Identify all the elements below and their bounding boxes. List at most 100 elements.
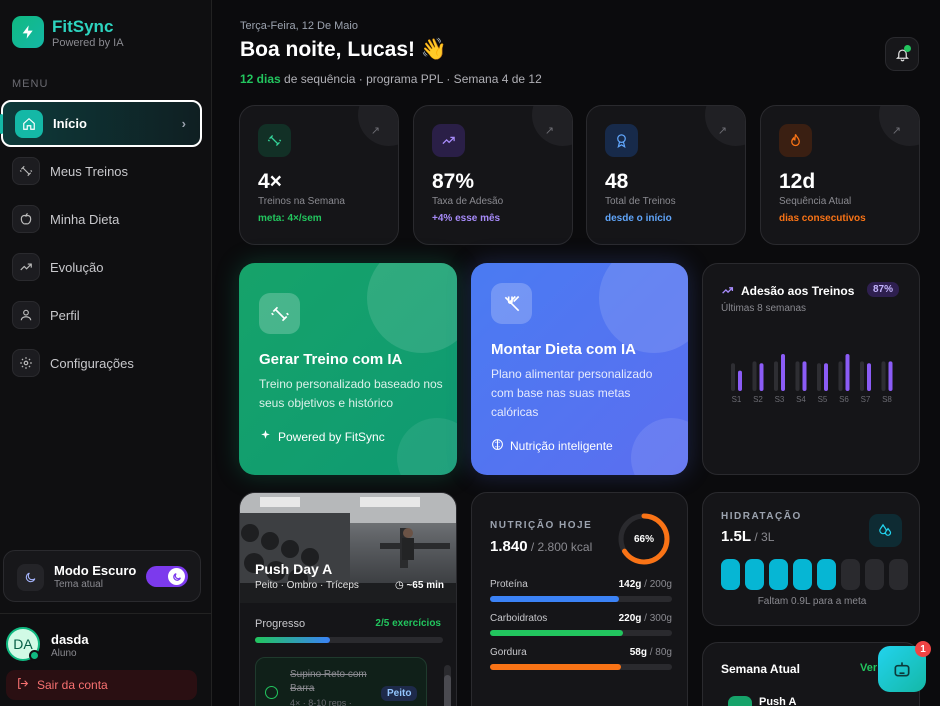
hydration-amount: 1.5L [721, 528, 752, 545]
sidebar-item-meus-treinos[interactable]: Meus Treinos [0, 147, 212, 195]
water-cup[interactable] [769, 559, 788, 590]
scrollbar[interactable] [444, 665, 451, 706]
ai-workout-title: Gerar Treino com IA [259, 351, 403, 368]
chart-bar [817, 363, 821, 391]
logout-button[interactable]: Sair da conta [6, 670, 197, 700]
trend-icon [432, 124, 465, 157]
hydration-card[interactable]: HIDRATAÇÃO 1.5L / 3L Faltam 0.9L para a … [702, 492, 920, 626]
dumbbell-icon [259, 293, 300, 334]
user-icon [12, 301, 40, 329]
moon-icon [17, 564, 44, 591]
chart-tick-label: S7 [861, 395, 871, 404]
today-workout-card[interactable]: Push Day A Peito · Ombro · Tríceps ◷ ~65… [239, 492, 457, 706]
stat-label: Sequência Atual [779, 196, 852, 207]
macro-bar [490, 630, 672, 636]
chart-bar [881, 361, 886, 391]
water-cup[interactable] [793, 559, 812, 590]
arrow-up-right-icon: ↗ [544, 125, 554, 137]
ai-workout-card[interactable]: Gerar Treino com IA Treino personalizado… [239, 263, 457, 475]
sidebar-nav: Início › Meus Treinos Minha Dieta Evolu [0, 100, 212, 387]
macro-name: Gordura [490, 647, 527, 658]
sidebar: FitSync Powered by IA MENU Início › Meus… [0, 0, 212, 706]
chevron-right-icon: › [181, 116, 186, 131]
decor-circle [631, 418, 688, 475]
chart-badge: 87% [867, 282, 900, 297]
sidebar-item-perfil[interactable]: Perfil [0, 291, 212, 339]
water-cup[interactable] [721, 559, 740, 590]
chart-bar [795, 361, 800, 391]
award-icon [605, 124, 638, 157]
hydration-remaining: Faltam 0.9L para a meta [757, 596, 867, 607]
workout-title: Push Day A [255, 561, 333, 577]
water-drops-icon [869, 514, 902, 547]
week-title: Semana Atual [721, 662, 800, 676]
dark-mode-toggle[interactable] [146, 566, 188, 587]
sidebar-item-label: Início [53, 116, 87, 131]
ai-assistant-button[interactable]: 1 [878, 641, 931, 692]
ai-diet-card[interactable]: Montar Dieta com IA Plano alimentar pers… [471, 263, 688, 475]
calorie-ring: 66% [617, 512, 671, 571]
avatar[interactable]: DA [6, 627, 40, 661]
ai-diet-desc: Plano alimentar personalizado com base n… [491, 367, 653, 419]
chart-tick-label: S4 [796, 395, 806, 404]
water-cup[interactable] [841, 559, 860, 590]
chart-bar [838, 361, 843, 391]
hydration-value: 1.5L / 3L [721, 528, 774, 545]
dumbbell-icon [258, 124, 291, 157]
workout-duration: ◷ ~65 min [395, 580, 444, 591]
gym-photo: Push Day A Peito · Ombro · Tríceps ◷ ~65… [240, 493, 456, 603]
nutrition-card[interactable]: NUTRIÇÃO HOJE 1.840 / 2.800 kcal 66% Pro… [471, 492, 688, 706]
workout-duration-text: ~65 min [406, 580, 444, 591]
notifications-button[interactable] [885, 37, 919, 71]
kcal-value: 1.840 [490, 538, 528, 555]
ai-workout-footer: Powered by FitSync [259, 429, 385, 445]
clock-icon: ◷ [394, 580, 407, 591]
water-cup[interactable] [865, 559, 884, 590]
ai-diet-title: Montar Dieta com IA [491, 341, 637, 358]
sidebar-item-label: Perfil [50, 307, 80, 323]
online-indicator [29, 650, 40, 661]
stat-card-workouts-week[interactable]: ↗ 4× Treinos na Semana meta: 4×/sem [239, 105, 399, 245]
macro-row: Carboidratos 220g / 300g [490, 613, 672, 624]
exercise-name: Supino Reto com Barra [290, 669, 367, 694]
chart-bar [774, 361, 778, 391]
sidebar-item-evolucao[interactable]: Evolução [0, 243, 212, 291]
bolt-icon[interactable] [12, 16, 44, 48]
sidebar-item-configuracoes[interactable]: Configurações [0, 339, 212, 387]
chart-bar [781, 354, 785, 391]
stat-card-current-streak[interactable]: ↗ 12d Sequência Atual dias consecutivos [760, 105, 920, 245]
progress-bar [255, 637, 443, 643]
chart-subtitle: Últimas 8 semanas [721, 303, 807, 314]
decor-circle [397, 418, 457, 475]
water-cup[interactable] [745, 559, 764, 590]
sidebar-item-label: Minha Dieta [50, 211, 120, 227]
dark-mode-subtitle: Tema atual [54, 579, 103, 590]
water-cup[interactable] [817, 559, 836, 590]
chart-bar [888, 361, 893, 391]
assistant-badge: 1 [915, 641, 931, 657]
streak-info: 12 dias de sequência · programa PPL · Se… [240, 72, 542, 86]
sidebar-item-minha-dieta[interactable]: Minha Dieta [0, 195, 212, 243]
chart-tick-label: S1 [732, 395, 742, 404]
water-cup[interactable] [889, 559, 908, 590]
brand-tagline: Powered by IA [52, 37, 124, 49]
notification-dot [904, 45, 911, 52]
week-see-all-link[interactable]: Ver [860, 662, 878, 674]
sidebar-item-inicio[interactable]: Início › [0, 100, 202, 147]
arrow-up-right-icon: ↗ [717, 125, 727, 137]
streak-text: de sequência · programa PPL · Semana 4 d… [280, 72, 542, 86]
dark-mode-title: Modo Escuro [54, 563, 137, 578]
exercise-item[interactable]: Supino Reto com Barra 4× · 8-10 reps · P… [255, 657, 427, 706]
chart-bar [738, 370, 742, 391]
stat-label: Taxa de Adesão [432, 196, 504, 207]
nutrition-title: NUTRIÇÃO HOJE [490, 520, 593, 531]
hydration-title: HIDRATAÇÃO [721, 511, 802, 522]
chart-bar [752, 361, 757, 391]
stat-label: Treinos na Semana [258, 196, 345, 207]
sparkles-icon [259, 429, 272, 445]
scrollbar-thumb[interactable] [444, 675, 451, 706]
stat-card-adherence[interactable]: ↗ 87% Taxa de Adesão +4% esse mês [413, 105, 573, 245]
stat-card-total-workouts[interactable]: ↗ 48 Total de Treinos desde o início [586, 105, 746, 245]
chart-bar [867, 363, 871, 391]
